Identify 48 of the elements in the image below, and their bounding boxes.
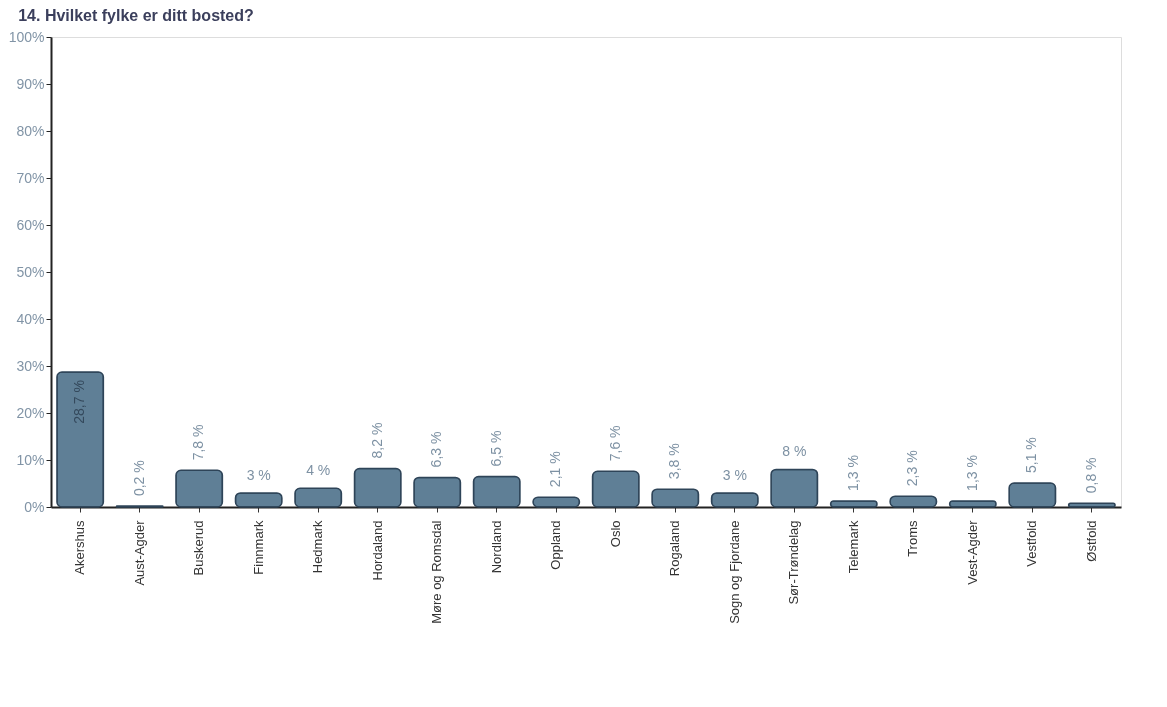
chart-title: 14. Hvilket fylke er ditt bosted? xyxy=(18,7,254,24)
x-tick-label: Vestfold xyxy=(1024,520,1040,567)
data-label: 8,2 % xyxy=(368,422,385,459)
data-label: 3,8 % xyxy=(666,443,683,480)
data-label: 1,3 % xyxy=(963,455,980,491)
x-tick-label: Vest-Agder xyxy=(964,519,980,585)
y-tick-label: 40% xyxy=(16,310,45,327)
y-tick-label: 20% xyxy=(16,404,45,421)
x-tick-label: Nordland xyxy=(488,520,504,574)
x-tick-label: Akershus xyxy=(72,520,88,575)
y-tick-label: 70% xyxy=(16,169,45,186)
y-tick-label: 0% xyxy=(24,498,45,515)
y-tick-label: 50% xyxy=(16,263,45,280)
data-label: 0,8 % xyxy=(1082,457,1099,494)
data-label: 7,8 % xyxy=(190,424,207,461)
data-label: 1,3 % xyxy=(844,455,861,491)
data-label: 3 % xyxy=(722,466,747,483)
data-label: 2,1 % xyxy=(547,451,564,488)
data-label: 6,3 % xyxy=(428,431,445,468)
data-label: 8 % xyxy=(782,443,807,460)
data-label: 28,7 % xyxy=(71,380,88,424)
x-tick-label: Møre og Romsdal xyxy=(429,520,445,624)
x-tick-label: Rogaland xyxy=(667,520,683,577)
x-tick-label: Buskerud xyxy=(191,520,207,576)
x-tick-label: Østfold xyxy=(1083,520,1099,562)
data-label: 0,2 % xyxy=(130,460,147,497)
y-tick-label: 80% xyxy=(16,122,45,139)
x-tick-label: Sør-Trøndelag xyxy=(786,520,802,605)
x-tick-label: Telemark xyxy=(845,520,861,574)
x-tick-label: Sogn og Fjordane xyxy=(726,520,742,624)
y-tick-label: 100% xyxy=(8,28,45,45)
y-tick-label: 10% xyxy=(16,451,45,468)
y-tick-label: 60% xyxy=(16,216,45,233)
x-tick-label: Oslo xyxy=(607,520,623,548)
data-label: 6,5 % xyxy=(487,430,504,467)
x-tick-label: Hordaland xyxy=(369,520,385,581)
data-label: 4 % xyxy=(306,462,331,479)
data-label: 5,1 % xyxy=(1023,437,1040,474)
x-tick-label: Hedmark xyxy=(310,520,326,574)
data-label: 2,3 % xyxy=(904,450,921,487)
x-tick-label: Aust-Agder xyxy=(131,519,147,586)
x-tick-label: Troms xyxy=(905,520,921,557)
data-label: 3 % xyxy=(246,466,271,483)
data-label: 7,6 % xyxy=(606,425,623,462)
y-tick-label: 90% xyxy=(16,75,45,92)
x-tick-label: Oppland xyxy=(548,520,564,570)
y-tick-label: 30% xyxy=(16,357,45,374)
x-tick-label: Finnmark xyxy=(250,520,266,575)
